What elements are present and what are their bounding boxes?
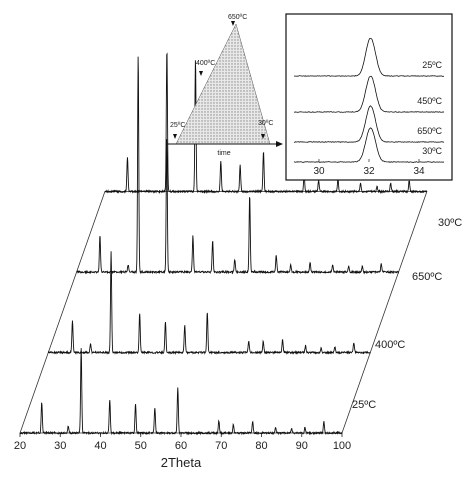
traces bbox=[19, 52, 428, 436]
inset-tick-label: 30 bbox=[313, 166, 325, 177]
x-axis-title: 2Theta bbox=[161, 455, 202, 470]
x-tick-label: 40 bbox=[94, 440, 106, 452]
profile-point-label: 25ºC bbox=[170, 122, 185, 129]
inset-series-label: 30ºC bbox=[422, 146, 442, 156]
inset-plot: 30 32 34 25ºC 450ºC 650ºC 30ºC bbox=[285, 13, 453, 181]
profile-point-arrow bbox=[199, 71, 203, 76]
inset-series-line-2 bbox=[293, 105, 445, 143]
profile-arrow-head bbox=[276, 141, 283, 147]
profile-point-arrow bbox=[231, 21, 235, 26]
x-tick-label: 20 bbox=[14, 440, 26, 452]
profile-area bbox=[175, 23, 271, 145]
profile-point-arrow bbox=[261, 134, 265, 139]
profile-point-label: 650ºC bbox=[228, 14, 247, 21]
inset-series-label: 450ºC bbox=[417, 96, 442, 106]
profile-point-arrow bbox=[173, 134, 177, 139]
series-line-0 bbox=[19, 348, 343, 436]
series-label: 400ºC bbox=[375, 339, 405, 351]
inset-series-label: 650ºC bbox=[417, 126, 442, 136]
x-tick-label: 90 bbox=[296, 440, 308, 452]
x-tick-label: 80 bbox=[255, 440, 267, 452]
inset-series-label: 25ºC bbox=[422, 60, 442, 70]
series-line-2 bbox=[76, 56, 400, 275]
profile-xlabel: time bbox=[217, 150, 230, 157]
profile-point-label: 30ºC bbox=[258, 120, 273, 127]
series-line-1 bbox=[47, 251, 371, 356]
series-label: 30ºC bbox=[438, 217, 462, 229]
x-tick-label: 70 bbox=[215, 440, 227, 452]
inset-tick-label: 34 bbox=[413, 166, 425, 177]
inset-series-line-0 bbox=[293, 37, 445, 77]
x-tick-label: 30 bbox=[54, 440, 66, 452]
series-line-3 bbox=[104, 52, 428, 195]
labels: 25ºC 400ºC 650ºC 30ºC bbox=[352, 217, 462, 411]
x-tick-label: 50 bbox=[135, 440, 147, 452]
floor-plane bbox=[19, 191, 428, 434]
x-tick-label: 100 bbox=[333, 440, 351, 452]
temperature-profile: time 25ºC 400ºC 650ºC 30ºC bbox=[167, 14, 283, 157]
axes: 20 30 40 50 60 70 80 90 100 2Theta bbox=[14, 191, 428, 470]
inset-frame bbox=[285, 13, 453, 181]
inset-tick-label: 32 bbox=[363, 166, 375, 177]
series-label: 25ºC bbox=[352, 399, 376, 411]
series-label: 650ºC bbox=[412, 271, 442, 283]
profile-point-label: 400ºC bbox=[196, 60, 215, 67]
inset-series-line-3 bbox=[293, 127, 445, 163]
x-tick-label: 60 bbox=[175, 440, 187, 452]
inset-series-line-1 bbox=[293, 75, 445, 113]
